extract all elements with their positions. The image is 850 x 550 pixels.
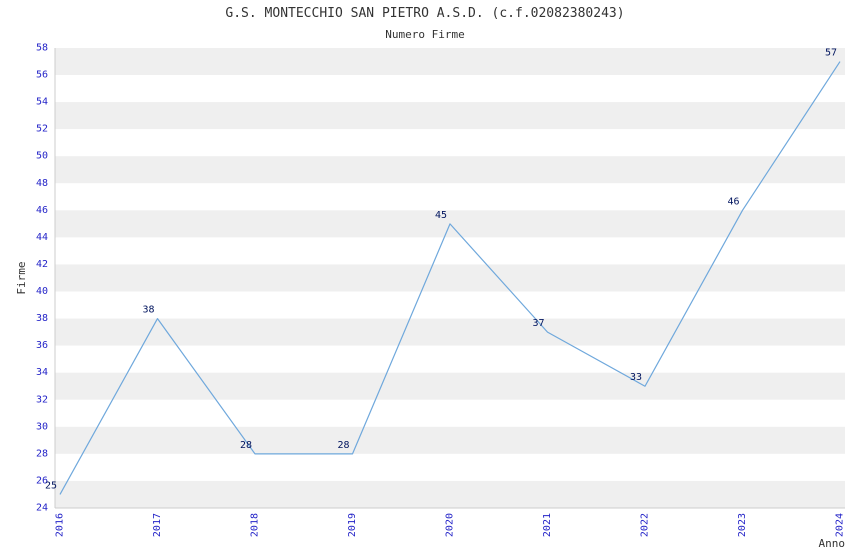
point-label: 33 [630,372,642,383]
y-tick-label: 38 [36,313,48,324]
y-tick-label: 36 [36,340,48,351]
x-tick-label: 2023 [737,513,748,537]
x-tick-label: 2018 [250,513,261,537]
x-tick-label: 2019 [347,513,358,537]
y-tick-label: 48 [36,178,48,189]
chart-subtitle: Numero Firme [385,28,465,41]
y-tick-label: 50 [36,151,48,162]
y-tick-label: 24 [36,503,48,514]
y-tick-label: 34 [36,367,48,378]
grid-stripe [55,345,845,373]
y-tick-label: 30 [36,421,48,432]
grid-stripe [55,102,845,130]
point-label: 45 [435,210,447,221]
grid-stripe [55,372,845,400]
point-label: 28 [240,440,252,451]
x-tick-label: 2020 [445,513,456,537]
chart-plot-area: 24 26 28 30 32 34 36 38 40 42 44 46 48 50 52 54 56 58 2016… [36,43,846,538]
grid-stripe [55,237,845,265]
x-tick-label: 2017 [152,513,163,537]
y-tick-label: 28 [36,448,48,459]
y-tick-label: 32 [36,394,48,405]
point-label: 38 [142,305,154,316]
grid-stripe [55,264,845,292]
grid-stripe [55,183,845,211]
y-tick-label: 56 [36,70,48,81]
grid-stripe [55,48,845,76]
point-label: 25 [45,480,57,491]
grid-stripe [55,129,845,157]
point-label: 46 [727,196,739,207]
y-tick-label: 58 [36,43,48,54]
x-axis-label: Anno [819,537,846,550]
grid-stripe [55,291,845,319]
y-tick-label: 54 [36,97,48,108]
y-tick-label: 44 [36,232,48,243]
y-tick-label: 52 [36,124,48,135]
y-tick-label: 46 [36,205,48,216]
y-tick-label: 40 [36,286,48,297]
point-label: 57 [825,48,837,59]
grid-stripe [55,453,845,481]
point-label: 37 [532,318,544,329]
data-line [59,61,841,495]
y-axis-label: Firme [15,261,28,294]
grid-stripe [55,480,845,508]
chart-title: G.S. MONTECCHIO SAN PIETRO A.S.D. (c.f.0… [225,6,625,21]
grid-stripe [55,75,845,103]
point-label: 28 [337,440,349,451]
x-tick-label: 2022 [640,513,651,537]
grid-stripe [55,318,845,346]
x-tick-label: 2016 [55,513,66,537]
grid-stripe [55,156,845,184]
y-tick-label: 26 [36,475,48,486]
x-tick-label: 2021 [542,513,553,537]
x-tick-label: 2024 [835,513,846,537]
grid-stripe [55,399,845,427]
y-tick-label: 42 [36,259,48,270]
grid-stripe [55,426,845,454]
